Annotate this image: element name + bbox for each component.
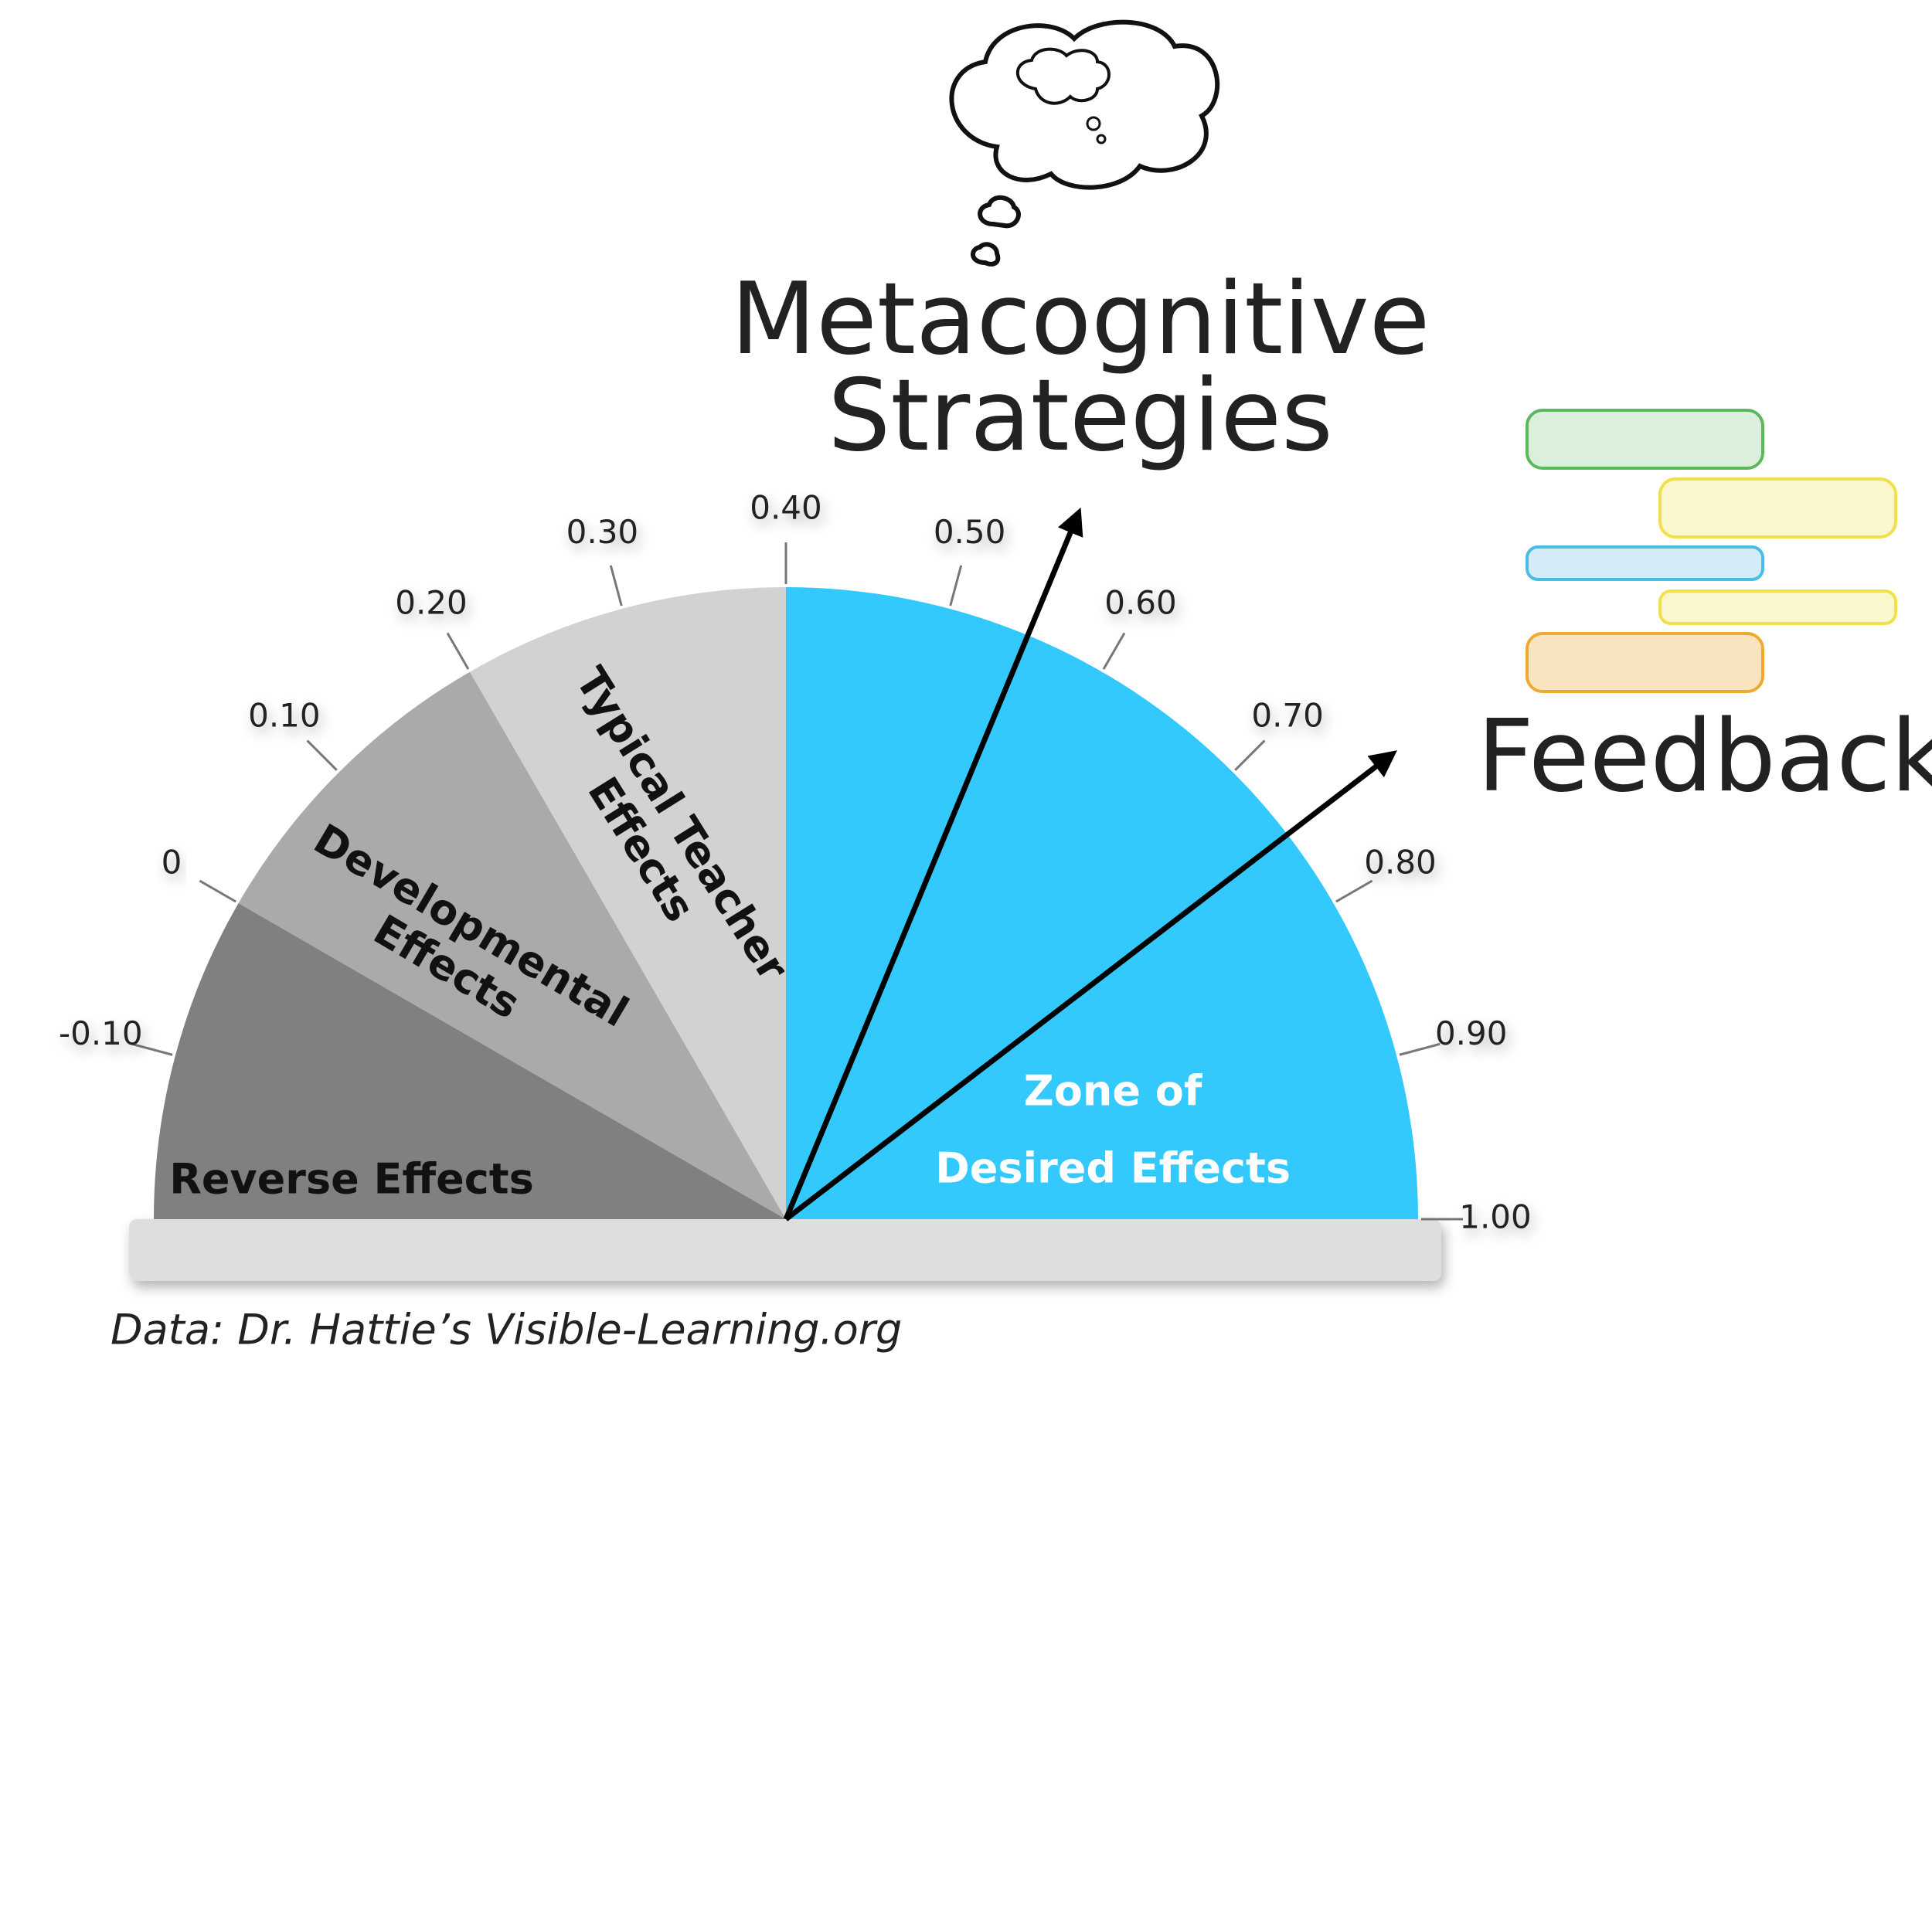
marker-arrow: [784, 750, 1397, 1221]
gauge-base: [129, 1219, 1441, 1281]
tick-label: 0: [162, 844, 182, 882]
zone-label-group: Reverse Effects: [169, 1155, 533, 1204]
tick-mark: [199, 879, 236, 903]
tick-mark: [949, 565, 963, 606]
tick-label: 0.40: [750, 489, 822, 527]
tick-mark: [1399, 1042, 1440, 1056]
thought-cloud-icon: [949, 19, 1220, 267]
tick-label: -0.10: [59, 1014, 143, 1052]
tick-mark: [1335, 879, 1373, 903]
tick-label: 0.90: [1435, 1014, 1508, 1052]
zone-label: Zone of: [1024, 1067, 1202, 1116]
zone-label: Reverse Effects: [169, 1155, 533, 1204]
zone-sector: [238, 671, 787, 1219]
tick-label: 0.70: [1251, 696, 1324, 734]
marker-label: Metacognitive: [731, 262, 1430, 377]
feedback-icon: [1526, 409, 1897, 693]
marker-arrow: [783, 507, 1083, 1221]
tick-mark: [306, 739, 338, 771]
tick-mark: [609, 565, 623, 606]
zone-label-group: Zone of Desired Effects: [935, 1067, 1291, 1193]
tick-mark: [446, 632, 470, 670]
marker-label: Strategies: [828, 358, 1333, 474]
zone-sector: [154, 903, 786, 1219]
tick-label: 0.60: [1104, 583, 1177, 621]
tick-mark: [131, 1042, 173, 1056]
tick-label: 0.50: [934, 513, 1006, 551]
tick-label: 0.30: [566, 513, 639, 551]
tick-label: 0.10: [248, 696, 321, 734]
tick-label: 0.80: [1364, 844, 1437, 882]
tick-label: 0.20: [395, 583, 468, 621]
tick-mark: [1102, 632, 1126, 670]
source-note: Data: Dr. Hattie’s Visible-Learning.org: [111, 1306, 902, 1354]
tick-label: 1.00: [1459, 1198, 1532, 1236]
tick-mark: [1234, 739, 1266, 771]
zone-sector: [786, 587, 1418, 1219]
zone-label: Desired Effects: [935, 1144, 1291, 1193]
marker-label: Feedback: [1477, 699, 1932, 814]
zone-sector: [470, 587, 786, 1219]
